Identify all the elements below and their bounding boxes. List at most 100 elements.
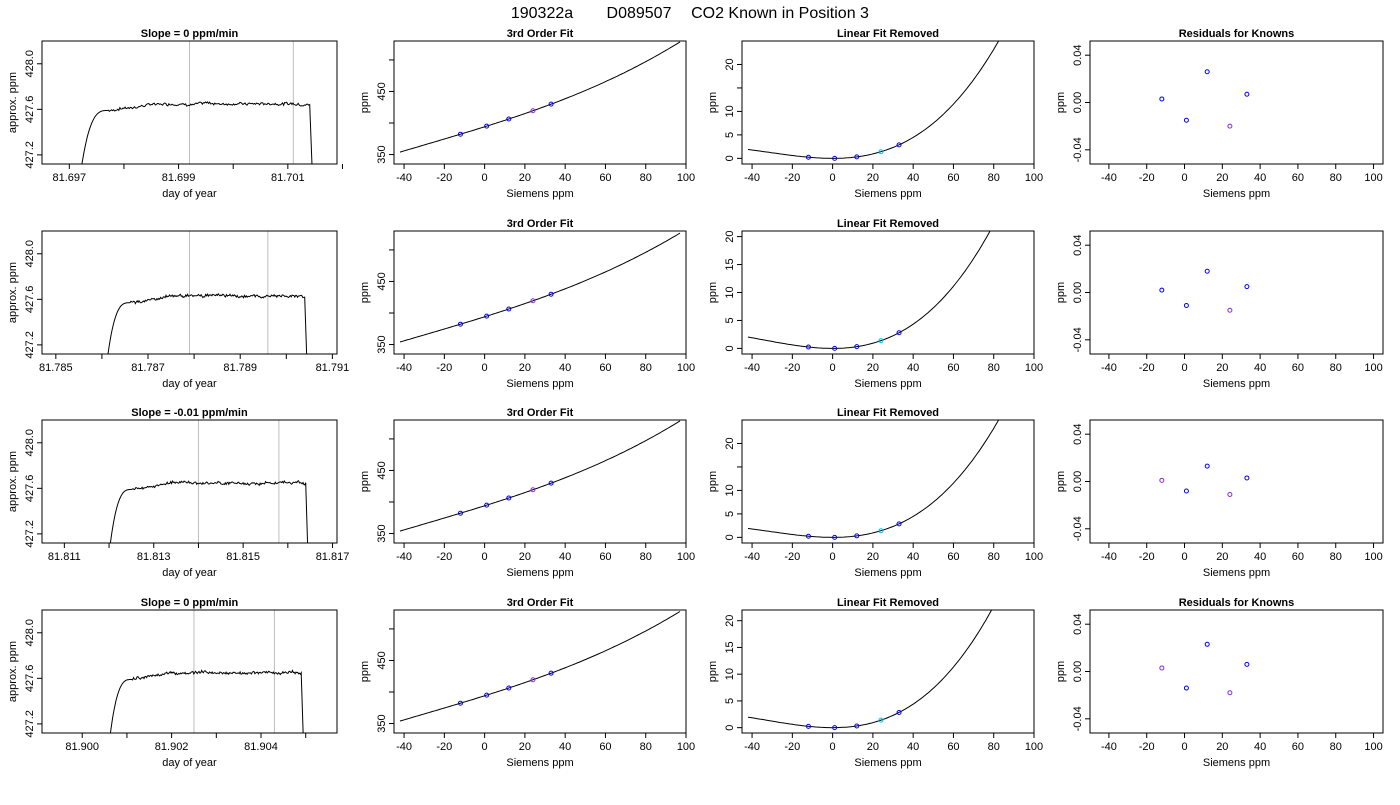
panel-r3-c0: Slope = 0 ppm/min 81.900 81.902 81.904 427.2… — [7, 597, 338, 769]
x-tick-label: 81.785 — [39, 362, 73, 374]
y-tick-label: 20 — [724, 615, 736, 627]
plot-frame — [41, 609, 338, 734]
x-tick-label: 0 — [1181, 362, 1187, 374]
x-tick-label: 80 — [640, 362, 652, 374]
data-point — [548, 480, 554, 486]
y-tick-label: 427.2 — [24, 710, 36, 738]
panel-title: Slope = 0 ppm/min — [141, 28, 239, 40]
y-tick-label: 427.2 — [24, 331, 36, 359]
x-tick-label: 81.904 — [244, 741, 278, 753]
x-tick-label: 20 — [867, 172, 879, 184]
panel-r1-c2: Linear Fit Removed -40 -20 0 20 40 60 80 100 0 5 10… — [707, 218, 1043, 390]
data-point — [506, 495, 512, 501]
x-tick-label: 80 — [988, 741, 1000, 753]
y-tick-label: 428.0 — [24, 429, 36, 457]
y-tick-label: 450 — [376, 651, 388, 669]
y-tick-label: 428.0 — [24, 50, 36, 78]
plot-area — [109, 420, 309, 543]
panel-title: 3rd Order Fit — [507, 218, 574, 230]
y-tick-label: 450 — [376, 82, 388, 100]
plot-area — [399, 41, 681, 153]
plot-area — [81, 41, 313, 164]
x-tick-label: 100 — [677, 551, 695, 563]
y-tick-label: 20 — [724, 58, 736, 70]
x-tick-label: 100 — [677, 172, 695, 184]
plot-frame — [1089, 419, 1384, 544]
data-point — [832, 155, 838, 161]
x-tick-label: 0 — [830, 172, 836, 184]
x-axis-label: Siemens ppm — [854, 378, 921, 390]
y-tick-label: 350 — [376, 145, 388, 163]
x-tick-label: -20 — [784, 551, 800, 563]
y-tick-label: 0 — [724, 345, 736, 351]
x-tick-label: -40 — [396, 551, 412, 563]
plot-area — [399, 611, 681, 722]
y-tick-label: 5 — [724, 317, 736, 323]
x-tick-label: 81.817 — [316, 551, 350, 563]
data-point — [854, 154, 860, 160]
x-tick-label: 60 — [1292, 362, 1304, 374]
panel-title: Slope = 0 ppm/min — [141, 597, 239, 609]
x-tick-label: 60 — [947, 741, 959, 753]
y-tick-label: 350 — [376, 714, 388, 732]
panel-r2-c2: Linear Fit Removed -40 -20 0 20 40 60 80 100 0 5 10… — [707, 407, 1043, 579]
data-point — [832, 725, 838, 731]
x-tick-label: 20 — [519, 362, 531, 374]
data-point — [530, 108, 536, 114]
data-point — [878, 717, 884, 723]
x-tick-label: 100 — [1364, 172, 1382, 184]
x-tick-label: 100 — [1364, 551, 1382, 563]
panel-title: Residuals for Knowns — [1179, 28, 1295, 40]
x-axis-label: Siemens ppm — [506, 378, 573, 390]
x-axis-label: Siemens ppm — [854, 567, 921, 579]
plot-area — [1159, 69, 1250, 129]
x-tick-label: 40 — [907, 362, 919, 374]
x-tick-label: 81.813 — [137, 551, 171, 563]
data-point — [548, 101, 554, 107]
x-tick-label: 0 — [1181, 741, 1187, 753]
y-tick-label: 428.0 — [24, 240, 36, 268]
x-tick-label: 20 — [1216, 362, 1228, 374]
data-point — [805, 344, 811, 350]
panel-title: Linear Fit Removed — [837, 218, 939, 230]
data-point — [484, 123, 490, 129]
data-point — [548, 291, 554, 297]
x-axis-label: Siemens ppm — [1203, 188, 1270, 200]
data-point — [805, 154, 811, 160]
x-tick-label: 0 — [482, 362, 488, 374]
y-tick-label: 427.2 — [24, 520, 36, 548]
x-tick-label: 40 — [1254, 362, 1266, 374]
y-tick-label: 20 — [724, 437, 736, 449]
x-tick-label: 60 — [599, 172, 611, 184]
panel-r0-c0: Slope = 0 ppm/min 81.697 81.699 81.701 427.2… — [7, 28, 343, 200]
fit-curve — [399, 232, 681, 343]
plot-area — [747, 610, 993, 731]
panel-r2-c3: -40 -20 0 20 40 60 80 100 -0.04 0.00 0.04 Siemens p… — [1055, 419, 1384, 579]
y-axis-label: ppm — [1055, 661, 1067, 682]
x-tick-label: 80 — [1330, 172, 1342, 184]
x-tick-label: 20 — [867, 741, 879, 753]
fit-curve — [399, 41, 681, 153]
plot-frame — [41, 230, 338, 355]
y-tick-label: 10 — [724, 286, 736, 298]
x-tick-label: -40 — [744, 551, 760, 563]
residual-point — [1244, 661, 1250, 667]
y-axis-label: ppm — [359, 661, 371, 682]
x-tick-label: 40 — [907, 551, 919, 563]
x-tick-label: -40 — [1101, 362, 1117, 374]
x-tick-label: -20 — [436, 741, 452, 753]
x-tick-label: 80 — [1330, 741, 1342, 753]
data-point — [457, 510, 463, 516]
x-tick-label: 100 — [677, 741, 695, 753]
plot-area — [399, 420, 681, 532]
data-point — [484, 313, 490, 319]
x-axis-label: day of year — [162, 567, 217, 579]
panel-title: Residuals for Knowns — [1179, 597, 1295, 609]
x-tick-label: 80 — [1330, 362, 1342, 374]
plot-area — [399, 232, 681, 343]
panel-r2-c1: 3rd Order Fit -40 -20 0 20 40 60 80 100 350 450 Sie… — [359, 407, 695, 579]
panel-title: Linear Fit Removed — [837, 407, 939, 419]
plot-frame — [741, 609, 1035, 734]
x-tick-label: 20 — [519, 172, 531, 184]
